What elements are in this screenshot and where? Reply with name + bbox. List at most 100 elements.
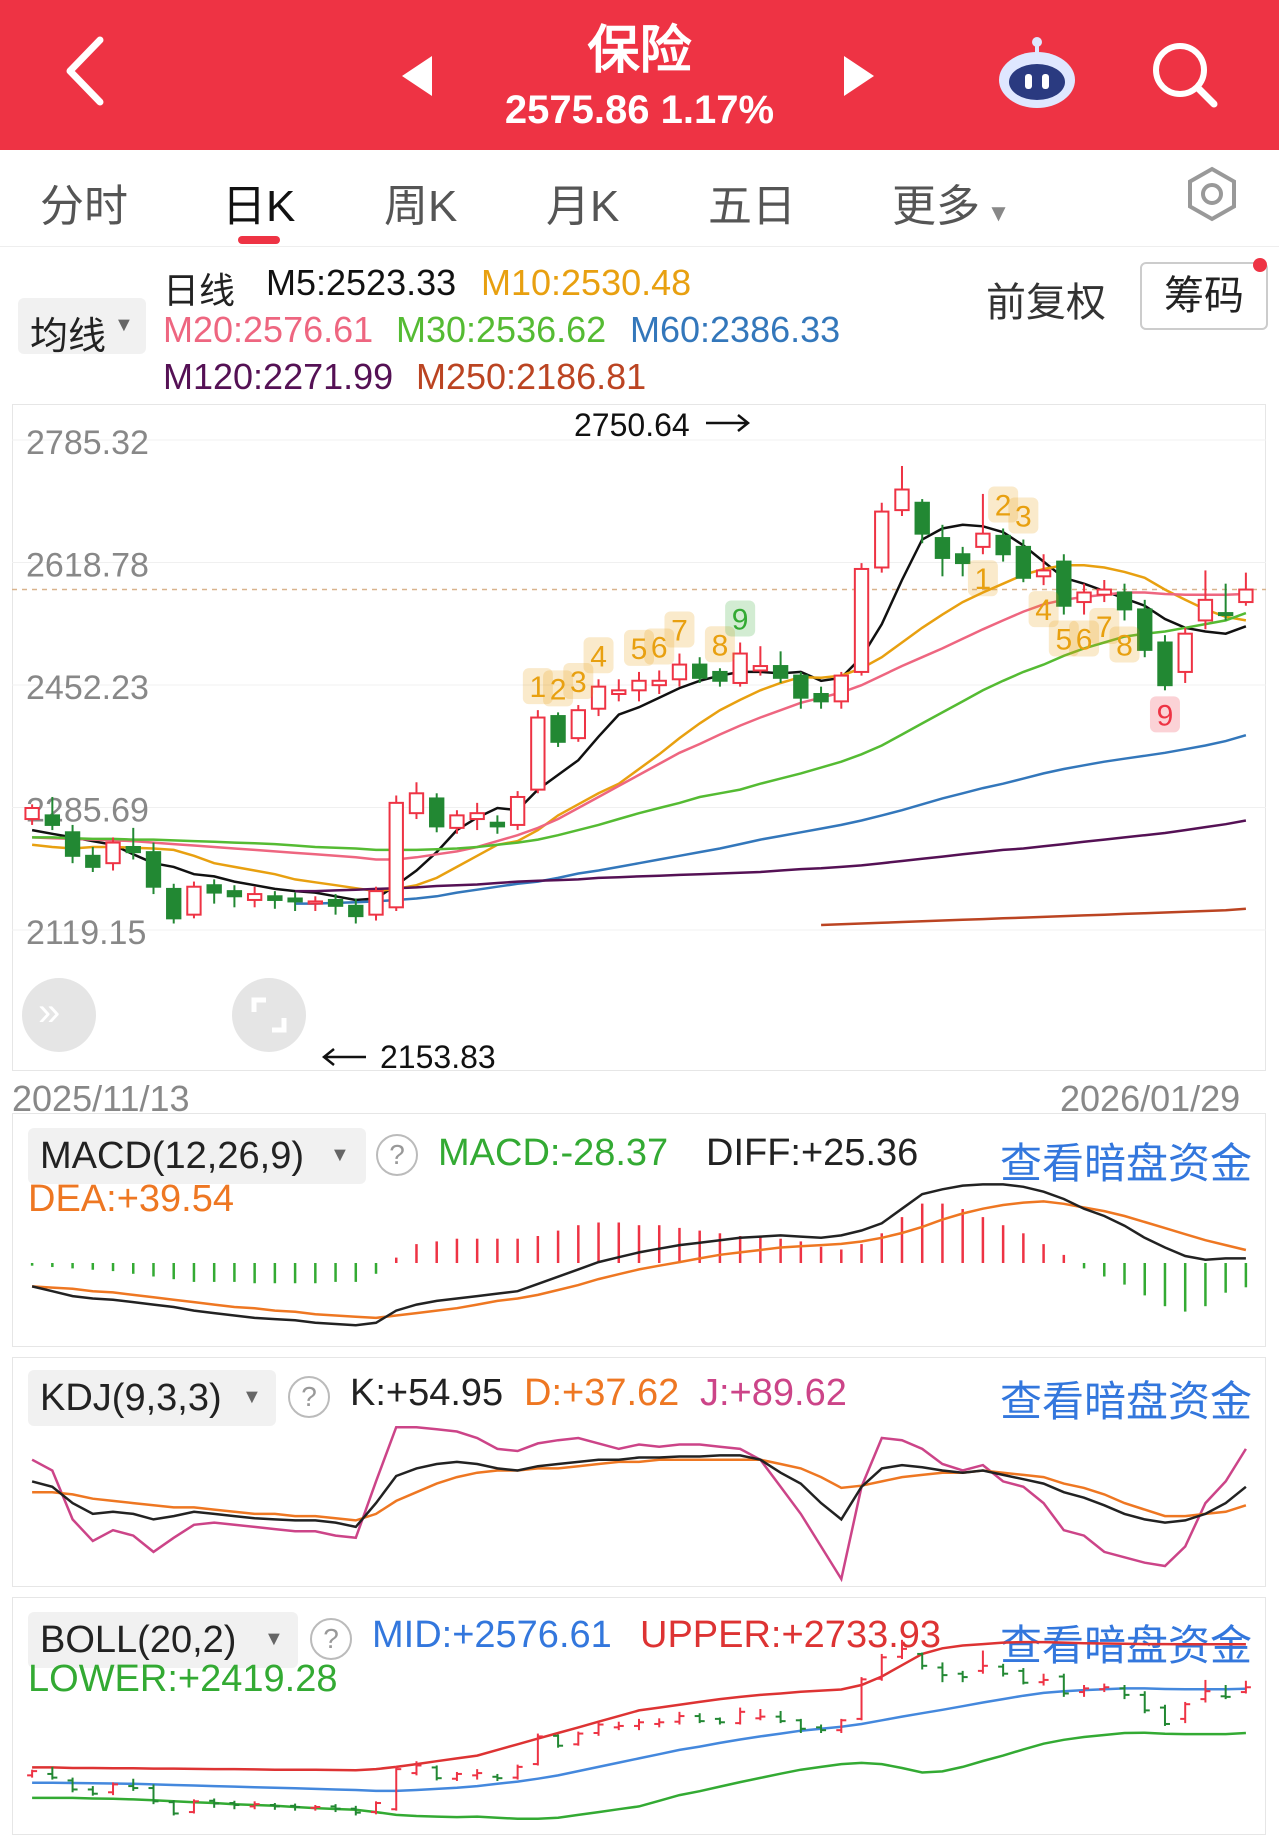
td-badge <box>543 670 574 707</box>
tab-monthly-k[interactable]: 月K <box>546 182 620 231</box>
candle <box>166 883 182 924</box>
tab-daily-k[interactable]: 日K <box>222 182 296 231</box>
td-sequence-mark: 3 <box>563 663 594 700</box>
candle <box>1015 539 1032 583</box>
kdj-help-icon[interactable]: ? <box>288 1376 330 1418</box>
search-icon[interactable] <box>1150 40 1220 110</box>
td-number: 2 <box>550 673 567 706</box>
candle <box>1096 579 1112 603</box>
candle <box>246 886 263 908</box>
td-badge <box>583 637 614 674</box>
ohlc-bar <box>714 1717 725 1725</box>
td-badge <box>725 600 756 637</box>
candle <box>1177 627 1193 683</box>
td-sequence-mark: 7 <box>1089 608 1120 645</box>
chevron-down-icon: ▼ <box>330 1144 350 1166</box>
td-sequence-mark: 7 <box>664 611 695 648</box>
candle-body <box>1238 588 1254 604</box>
tab-five-day[interactable]: 五日 <box>708 182 796 231</box>
boll-selector[interactable]: BOLL(20,2) ▼ <box>28 1612 298 1668</box>
kdj-dark-pool-link[interactable]: 查看暗盘资金 <box>1000 1378 1253 1425</box>
boll-help-icon[interactable]: ? <box>310 1618 352 1660</box>
ohlc-bar <box>613 1721 624 1731</box>
back-arrow-icon[interactable] <box>62 36 106 106</box>
fullscreen-button[interactable] <box>232 978 306 1052</box>
ohlc-bar <box>350 1805 361 1816</box>
candle <box>1217 583 1234 621</box>
candle-body <box>732 652 748 684</box>
candle <box>509 791 526 831</box>
candle <box>631 671 647 702</box>
candle-body <box>105 841 121 865</box>
ohlc-bar <box>836 1718 847 1733</box>
ohlc-bar <box>917 1652 928 1670</box>
prev-arrow-icon[interactable] <box>400 54 434 98</box>
arrow-right-icon <box>706 414 751 432</box>
candle <box>813 686 829 709</box>
candle <box>287 892 303 911</box>
y-tick-label: 2119.15 <box>26 914 146 952</box>
kdj-selector[interactable]: KDJ(9,3,3) ▼ <box>28 1370 276 1426</box>
candle-body <box>125 845 141 854</box>
settings-icon[interactable] <box>1184 166 1240 222</box>
ma10-value: M10:2530.48 <box>481 262 692 303</box>
candle-body <box>611 689 627 695</box>
indicator-selector-label: 均线 <box>30 316 107 358</box>
candle <box>24 804 40 825</box>
ohlc-bar <box>1099 1683 1110 1693</box>
td-number: 7 <box>1096 611 1113 644</box>
kdj-k-line <box>31 1454 1247 1529</box>
indicator-selector[interactable]: 均线 ▼ <box>18 298 146 358</box>
candle-body <box>509 795 526 826</box>
notification-dot <box>1253 258 1267 272</box>
ohlc-bar <box>1139 1691 1150 1714</box>
macd-dark-pool-link[interactable]: 查看暗盘资金 <box>1000 1140 1253 1187</box>
ohlc-bar <box>472 1769 483 1780</box>
candle <box>975 493 991 555</box>
candle <box>914 499 930 544</box>
ohlc-bar <box>47 1766 58 1780</box>
candle <box>1076 583 1092 615</box>
td-sequence-mark: 2 <box>543 670 574 707</box>
candle-body <box>1157 641 1173 687</box>
ohlc-bar <box>391 1766 402 1811</box>
adjust-mode-button[interactable]: 前复权 <box>986 281 1106 325</box>
candle <box>307 896 324 911</box>
td-sequence-mark: 9 <box>725 600 756 637</box>
ma-line-m250 <box>821 907 1246 927</box>
candle-body <box>408 792 425 815</box>
ohlc-bar <box>1200 1679 1211 1703</box>
candle <box>995 528 1011 562</box>
macd-value: MACD:-28.37 <box>438 1132 669 1174</box>
macd-help-icon[interactable]: ? <box>376 1134 418 1176</box>
robot-assistant-icon[interactable] <box>995 36 1079 112</box>
td-badge <box>1149 696 1180 733</box>
ohlc-bar <box>1240 1680 1251 1694</box>
candle <box>590 679 607 717</box>
td-sequence-mark: 8 <box>704 626 735 663</box>
candle-body <box>934 537 951 559</box>
td-badge <box>1008 497 1039 534</box>
td-number: 8 <box>712 629 729 662</box>
candle-body <box>570 709 586 740</box>
expand-sidebar-button[interactable]: » <box>22 978 96 1052</box>
ohlc-bar <box>654 1718 665 1728</box>
chip-distribution-button[interactable]: 筹码 <box>1140 262 1268 330</box>
next-arrow-icon[interactable] <box>842 54 876 98</box>
candle <box>267 891 283 909</box>
candle <box>853 563 870 676</box>
ma20-value: M20:2576.61 <box>163 309 374 350</box>
boll-upper-value: UPPER:+2733.93 <box>640 1614 942 1656</box>
tab-more[interactable]: 更多 ▼ <box>892 170 1010 234</box>
candle <box>894 465 910 516</box>
tab-intraday[interactable]: 分时 <box>40 182 128 231</box>
td-number: 8 <box>1116 629 1133 662</box>
ohlc-bar <box>330 1804 341 1813</box>
ohlc-bar <box>816 1724 827 1733</box>
tab-weekly-k[interactable]: 周K <box>384 182 458 231</box>
macd-selector[interactable]: MACD(12,26,9) ▼ <box>28 1128 366 1184</box>
td-badge <box>644 628 675 665</box>
kline-panel[interactable] <box>12 404 1266 1071</box>
candle-body <box>651 679 667 687</box>
